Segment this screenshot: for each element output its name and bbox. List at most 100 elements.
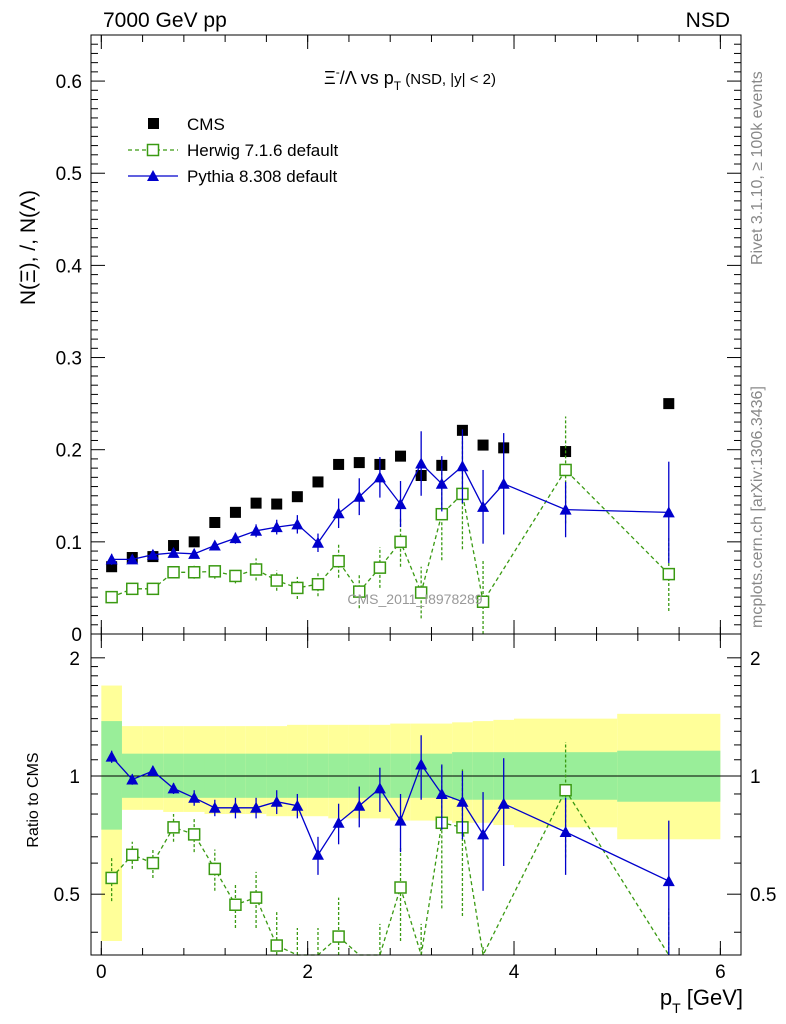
ratio-pythia-line (111, 756, 670, 882)
main-pythia-point (456, 460, 469, 472)
ratio-x-tick-label: 4 (509, 962, 520, 983)
main-pythia-point (477, 500, 490, 512)
ratio-herwig-point (229, 898, 242, 911)
ratio-pythia-point (208, 801, 221, 813)
main-herwig-point (394, 535, 407, 549)
ratio-herwig-point (187, 828, 201, 841)
main-y-tick-label: 0.4 (56, 256, 83, 277)
main-cms-point (333, 458, 345, 470)
main-cms-point (291, 491, 303, 503)
legend-marker-pythia (147, 170, 159, 181)
main-pythia-point (188, 547, 201, 559)
ratio-pythia-point (353, 799, 366, 811)
main-cms-point (188, 536, 200, 548)
main-cms-point (168, 540, 180, 552)
main-cms-point (353, 457, 365, 469)
ratio-y-tick-label-right: 2 (750, 649, 761, 670)
main-pythia-point (353, 490, 366, 502)
ratio-herwig-point (146, 856, 160, 870)
analysis-watermark: CMS_2011_I8978289 (347, 591, 482, 607)
ratio-herwig-point (394, 881, 407, 894)
legend-label-herwig: Herwig 7.1.6 default (187, 141, 338, 160)
main-cms-point (312, 476, 324, 488)
main-pythia-point (332, 507, 345, 519)
ratio-pythia-point (270, 795, 283, 807)
main-cms-point (395, 450, 407, 462)
main-pythia-point (373, 471, 386, 483)
main-pythia-point (146, 548, 159, 560)
main-herwig-point (105, 590, 118, 604)
ratio-pythia-point (559, 826, 572, 838)
main-y-tick-label: 0.3 (56, 349, 82, 370)
ratio-herwig-point (270, 939, 283, 952)
ratio-herwig-point (167, 821, 180, 834)
ratio-herwig-point (208, 862, 222, 876)
ratio-pythia-point (415, 758, 428, 770)
x-axis-label: pT [GeV] (660, 985, 743, 1016)
main-y-tick-label: 0.5 (56, 164, 82, 185)
ratio-pythia-point (291, 799, 304, 811)
main-pythia-point (311, 536, 324, 548)
ratio-pythia-point (126, 773, 139, 785)
mcplots-reference-label: mcplots.cern.ch [arXiv:1306.3436] (749, 386, 766, 628)
main-herwig-point (126, 582, 139, 596)
main-herwig-point (476, 595, 490, 608)
ratio-pythia-point (146, 764, 159, 776)
ratio-uncertainty-bands (101, 685, 721, 941)
main-pythia-point (291, 518, 304, 530)
main-herwig-point (414, 586, 428, 599)
rivet-version-label: Rivet 3.1.10, ≥ 100k events (749, 71, 766, 265)
ratio-herwig-point (559, 783, 572, 797)
ratio-y-tick-label: 0.5 (54, 885, 80, 906)
ratio-pythia-point (456, 795, 469, 807)
main-y-tick-label: 0.2 (56, 441, 82, 462)
main-plot-data (105, 398, 676, 634)
main-herwig-point (559, 463, 572, 477)
ratio-inner-band (101, 721, 122, 830)
main-herwig-point (291, 581, 304, 595)
main-y-tick-label: 0 (71, 625, 82, 646)
main-pythia-point (208, 539, 221, 551)
ratio-pythia-point (332, 816, 345, 828)
main-pythia-point (270, 521, 283, 533)
ratio-herwig-point (332, 930, 345, 943)
ratio-panel: 0.5 0.5 1 1 2 2 0 2 4 6 (54, 633, 776, 983)
main-cms-point (106, 561, 118, 573)
main-cms-point (250, 497, 262, 509)
header-left: 7000 GeV pp (103, 9, 227, 32)
ratio-pythia-point (394, 814, 407, 826)
main-pythia-point (559, 503, 572, 515)
main-herwig-point (373, 561, 387, 574)
main-pythia-point (662, 506, 675, 518)
main-herwig-point (208, 565, 222, 578)
main-herwig-point (332, 554, 345, 568)
main-cms-point (477, 439, 489, 451)
main-pythia-point (435, 477, 448, 489)
main-pythia-point (497, 477, 510, 489)
main-cms-point (229, 506, 241, 518)
main-herwig-point (229, 569, 242, 583)
legend-label-pythia: Pythia 8.308 default (187, 167, 338, 186)
ratio-pythia-point (497, 797, 510, 809)
main-pythia-line (111, 462, 669, 561)
ratio-pythia-point (311, 848, 324, 860)
main-pythia-point (105, 553, 118, 565)
ratio-pythia-point (435, 787, 448, 799)
ratio-y-tick-label-right: 0.5 (750, 885, 776, 906)
main-herwig-point (270, 574, 283, 587)
main-y-tick-label: 0.6 (56, 72, 82, 93)
main-herwig-point (353, 585, 366, 598)
ratio-y-axis-label: Ratio to CMS (25, 752, 42, 847)
ratio-herwig-point (126, 848, 139, 862)
main-y-axis-label: N(Ξ), /, N(Λ) (17, 190, 40, 305)
ratio-pythia-point (477, 828, 490, 840)
legend: CMS Herwig 7.1.6 default Pythia 8.308 de… (128, 115, 338, 186)
main-cms-point (663, 398, 675, 410)
ratio-herwig-point (105, 871, 118, 885)
main-herwig-point (167, 566, 180, 579)
ratio-x-tick-label: 0 (96, 962, 107, 983)
ratio-x-tick-label: 2 (302, 962, 313, 983)
legend-label-cms: CMS (187, 115, 225, 134)
main-pythia-point (229, 532, 242, 544)
